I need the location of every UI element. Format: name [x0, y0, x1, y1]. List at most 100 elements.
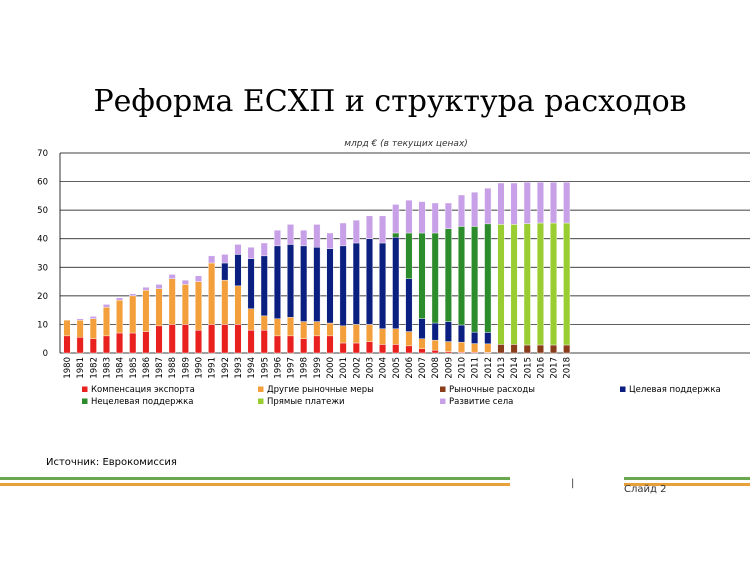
bar-export-1986: [142, 331, 150, 354]
bar-nontargeted-2009: [444, 228, 452, 322]
x-tick-label-2008: 2008: [431, 357, 441, 379]
bar-rural-2006: [405, 199, 413, 234]
bar-targeted-1998: [300, 245, 308, 322]
bar-rural-2007: [418, 201, 426, 234]
bar-targeted-2003: [366, 238, 373, 325]
x-tick-label-1986: 1986: [142, 357, 152, 379]
legend-label-targeted: Целевая поддержка: [629, 385, 721, 395]
x-tick-label-1988: 1988: [168, 357, 178, 379]
bar-market-2017: [550, 344, 557, 354]
x-tick-label-2003: 2003: [365, 357, 375, 379]
bar-export-1998: [300, 338, 308, 354]
bar-rural-1984: [116, 297, 124, 301]
bar-export-1989: [181, 324, 189, 354]
bar-other_market-1983: [102, 307, 110, 337]
bar-export-1996: [273, 335, 281, 354]
bar-targeted-2002: [352, 242, 360, 325]
legend-label-rural: Развитие села: [449, 397, 513, 407]
bar-targeted-2004: [379, 242, 387, 329]
bar-export-2006: [405, 345, 413, 354]
slide-number: Слайд 2: [624, 484, 667, 495]
legend-label-market: Рыночные расходы: [449, 385, 535, 395]
x-tick-label-1991: 1991: [208, 357, 218, 379]
bar-rural-1982: [89, 316, 97, 319]
source-note: Источник: Еврокомиссия: [46, 457, 177, 468]
bar-other_market-2011: [471, 343, 479, 353]
bar-export-1999: [313, 335, 321, 354]
bar-rural-1987: [155, 284, 163, 289]
bar-direct-2018: [563, 222, 571, 346]
bar-export-1991: [208, 324, 216, 354]
legend-label-other_market: Другие рыночные меры: [267, 385, 374, 395]
bar-export-1990: [195, 329, 202, 354]
bar-export-2002: [352, 342, 360, 354]
bar-export-1983: [102, 335, 110, 354]
bar-other_market-2012: [484, 343, 492, 353]
bar-rural-1988: [168, 274, 176, 279]
bar-rural-2009: [444, 202, 452, 229]
y-tick-label-30: 30: [37, 263, 48, 273]
x-tick-label-2015: 2015: [523, 357, 533, 379]
x-tick-label-2016: 2016: [536, 357, 546, 379]
x-tick-label-1989: 1989: [181, 357, 191, 379]
bar-rural-1999: [313, 224, 321, 248]
bar-targeted-1993: [234, 254, 242, 287]
footer-stripe-right-green: [624, 477, 750, 480]
legend-swatch-direct: [258, 398, 264, 404]
bar-rural-2008: [431, 202, 439, 234]
bar-targeted-2008: [431, 322, 439, 341]
bar-other_market-1995: [260, 315, 268, 331]
bar-other_market-1992: [221, 279, 229, 325]
y-tick-label-10: 10: [37, 320, 48, 330]
bar-rural-1990: [195, 275, 202, 282]
legend-label-direct: Прямые платежи: [267, 397, 345, 407]
bar-targeted-1996: [273, 245, 281, 319]
bar-rural-2018: [563, 181, 571, 224]
bar-nontargeted-2008: [431, 232, 439, 324]
x-tick-label-1980: 1980: [63, 357, 73, 379]
bar-rural-1993: [234, 244, 242, 255]
slide-divider-mark: |: [571, 478, 575, 489]
bar-other_market-1989: [181, 284, 189, 325]
bar-other_market-1993: [234, 285, 242, 325]
bar-direct-2015: [523, 223, 531, 346]
bar-rural-1983: [102, 304, 110, 308]
bar-targeted-1999: [313, 247, 321, 322]
bar-rural-1981: [76, 318, 84, 321]
x-tick-label-1983: 1983: [102, 357, 112, 379]
bar-targeted-1995: [260, 255, 268, 317]
legend-swatch-market: [440, 386, 446, 392]
bar-other_market-1990: [195, 281, 202, 331]
bar-targeted-2011: [471, 331, 479, 344]
bar-direct-2016: [536, 222, 544, 346]
bar-other_market-1998: [300, 321, 308, 339]
x-tick-label-2002: 2002: [352, 357, 362, 379]
bar-export-1997: [287, 335, 294, 354]
bar-rural-2016: [536, 181, 544, 224]
bar-other_market-1994: [247, 308, 255, 331]
bar-rural-1997: [287, 224, 294, 245]
bar-other_market-1987: [155, 288, 163, 327]
bar-nontargeted-2010: [458, 226, 465, 326]
bar-other_market-2000: [326, 322, 334, 337]
bar-rural-2005: [392, 204, 400, 234]
y-tick-label-50: 50: [37, 206, 48, 216]
bar-export-2001: [339, 342, 347, 354]
bar-other_market-2002: [352, 324, 360, 344]
bar-targeted-2009: [444, 321, 452, 342]
x-tick-label-1987: 1987: [155, 357, 165, 379]
bar-rural-1995: [260, 242, 268, 257]
slide-title: Реформа ЕСХП и структура расходов: [93, 84, 687, 119]
bar-targeted-2007: [418, 318, 426, 339]
bar-targeted-2005: [392, 237, 400, 329]
y-tick-label-40: 40: [37, 235, 48, 245]
bar-market-2016: [536, 344, 544, 354]
footer-stripe-left-green: [0, 477, 510, 480]
bar-rural-2001: [339, 222, 347, 247]
bar-export-2005: [392, 344, 400, 354]
bar-nontargeted-2012: [484, 223, 492, 333]
legend-swatch-other_market: [258, 386, 264, 392]
bar-other_market-1980: [63, 319, 71, 337]
bar-rural-1994: [247, 247, 255, 259]
